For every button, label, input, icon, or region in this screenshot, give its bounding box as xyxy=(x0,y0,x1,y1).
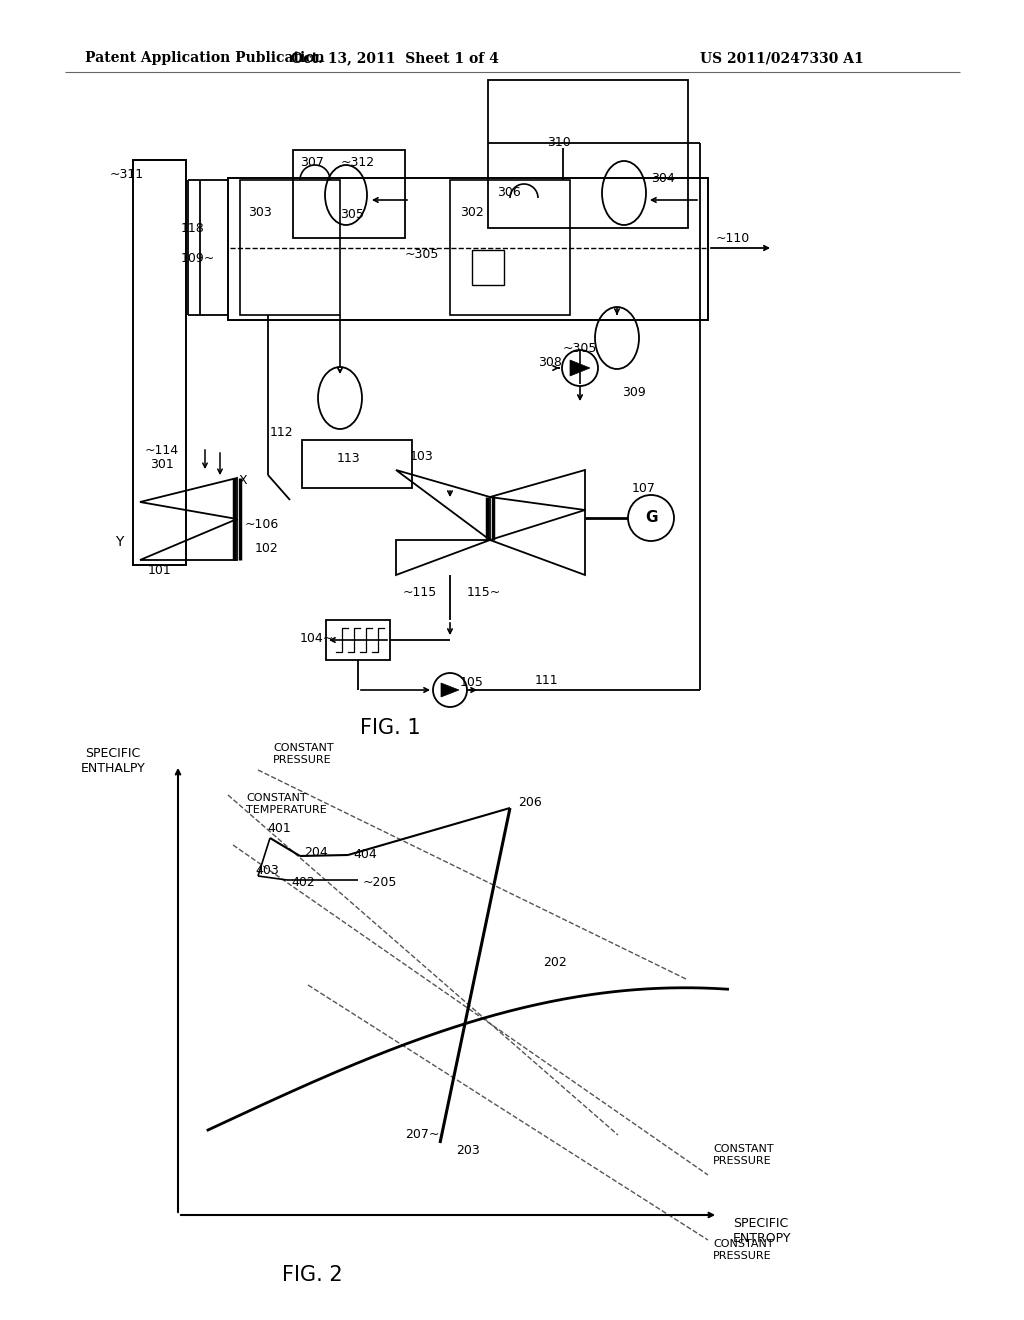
Text: Y: Y xyxy=(115,535,123,549)
Text: 203: 203 xyxy=(456,1143,480,1156)
Text: 204: 204 xyxy=(304,846,328,859)
Text: SPECIFIC
ENTHALPY: SPECIFIC ENTHALPY xyxy=(81,747,145,775)
Text: 308: 308 xyxy=(538,356,562,370)
Text: 104~: 104~ xyxy=(300,631,334,644)
Text: 305: 305 xyxy=(340,209,364,222)
Text: CONSTANT
TEMPERATURE: CONSTANT TEMPERATURE xyxy=(246,793,327,814)
Text: ~305: ~305 xyxy=(562,342,597,355)
Text: X: X xyxy=(239,474,248,487)
Text: 301: 301 xyxy=(150,458,174,471)
Text: 101: 101 xyxy=(148,564,172,577)
Text: ~305: ~305 xyxy=(406,248,439,261)
Bar xyxy=(293,150,406,238)
Text: ~106: ~106 xyxy=(245,519,280,532)
Text: 207~: 207~ xyxy=(406,1129,439,1142)
Bar xyxy=(240,180,340,315)
Bar xyxy=(326,620,390,660)
Text: 403: 403 xyxy=(255,865,279,878)
Text: ~110: ~110 xyxy=(716,231,751,244)
Text: 118: 118 xyxy=(181,222,205,235)
Polygon shape xyxy=(570,360,590,376)
Text: 304: 304 xyxy=(651,172,675,185)
Text: 303: 303 xyxy=(248,206,271,219)
Text: CONSTANT
PRESSURE: CONSTANT PRESSURE xyxy=(273,743,334,766)
Text: 103: 103 xyxy=(410,450,434,462)
Bar xyxy=(133,160,186,565)
Text: SPECIFIC
ENTROPY: SPECIFIC ENTROPY xyxy=(733,1217,792,1245)
Bar xyxy=(450,180,570,315)
Text: Patent Application Publication: Patent Application Publication xyxy=(85,51,325,65)
Text: CONSTANT
PRESSURE: CONSTANT PRESSURE xyxy=(713,1144,773,1166)
Text: ~115: ~115 xyxy=(403,586,437,598)
Text: ~114: ~114 xyxy=(145,444,179,457)
Text: 401: 401 xyxy=(267,821,291,834)
Bar xyxy=(472,249,504,285)
Text: 107: 107 xyxy=(632,482,656,495)
Polygon shape xyxy=(441,682,459,697)
Text: 115~: 115~ xyxy=(467,586,502,598)
Text: 309: 309 xyxy=(622,385,646,399)
Text: 302: 302 xyxy=(460,206,483,219)
Text: ~205: ~205 xyxy=(362,876,397,890)
Text: 202: 202 xyxy=(543,957,566,969)
Text: 113: 113 xyxy=(336,451,359,465)
Text: 102: 102 xyxy=(255,541,279,554)
Text: US 2011/0247330 A1: US 2011/0247330 A1 xyxy=(700,51,864,65)
Bar xyxy=(302,440,412,488)
Text: FIG. 1: FIG. 1 xyxy=(359,718,420,738)
Text: FIG. 2: FIG. 2 xyxy=(282,1265,342,1284)
Text: 109~: 109~ xyxy=(181,252,215,264)
Text: 306: 306 xyxy=(497,186,521,198)
Text: 402: 402 xyxy=(291,875,314,888)
Text: 404: 404 xyxy=(353,849,377,862)
Text: 307: 307 xyxy=(300,157,324,169)
Text: 105: 105 xyxy=(460,676,484,689)
Text: 206: 206 xyxy=(518,796,542,809)
Bar xyxy=(228,178,708,319)
Text: ~312: ~312 xyxy=(341,157,375,169)
Text: 310: 310 xyxy=(547,136,570,149)
Text: 112: 112 xyxy=(270,425,294,438)
Text: CONSTANT
PRESSURE: CONSTANT PRESSURE xyxy=(713,1239,773,1261)
Text: 111: 111 xyxy=(535,673,559,686)
Text: Oct. 13, 2011  Sheet 1 of 4: Oct. 13, 2011 Sheet 1 of 4 xyxy=(291,51,499,65)
Text: G: G xyxy=(645,511,657,525)
Text: ~311: ~311 xyxy=(110,169,144,181)
Bar xyxy=(488,81,688,228)
